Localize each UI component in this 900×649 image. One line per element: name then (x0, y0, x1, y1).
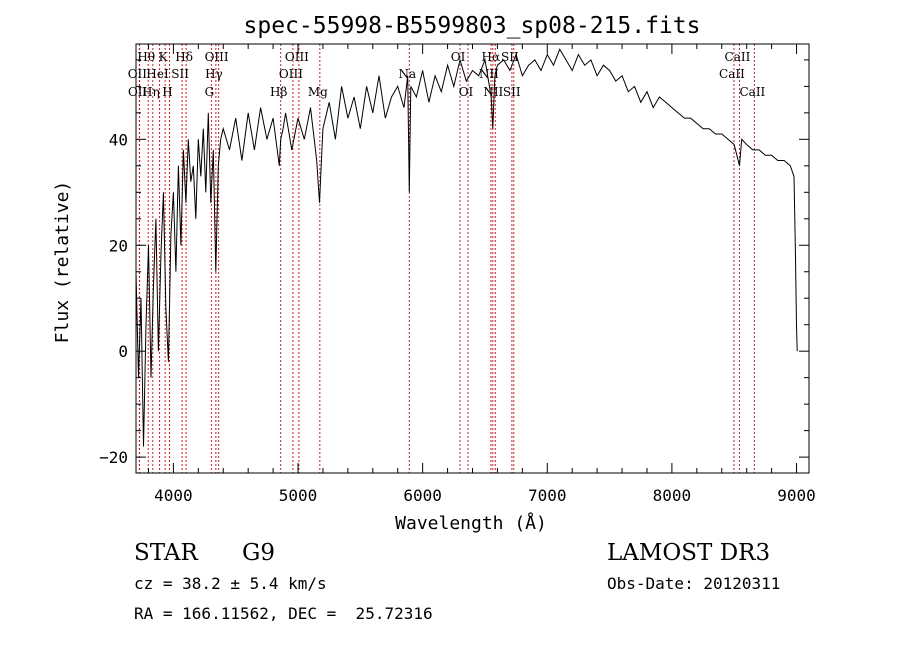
x-tick-label: 7000 (528, 486, 567, 505)
line-label: CaII (739, 85, 765, 99)
observation-date: Obs-Date: 20120311 (607, 574, 781, 593)
coordinates: RA = 166.11562, DEC = 25.72316 (134, 604, 433, 623)
x-tick-label: 5000 (279, 486, 318, 505)
x-tick-label: 9000 (777, 486, 816, 505)
line-label: H (162, 85, 172, 99)
line-label: CaII (719, 67, 745, 81)
object-subclass: G9 (242, 540, 276, 566)
line-label: Mg (308, 85, 328, 99)
line-label: OI (459, 85, 474, 99)
line-label: OIII (279, 67, 303, 81)
line-label: NII (479, 67, 499, 81)
line-label: OII (128, 85, 148, 99)
flux-series-line (135, 48, 798, 447)
line-label: SII (501, 50, 519, 64)
chart-title: spec-55998-B5599803_sp08-215.fits (244, 13, 701, 39)
line-label: OI (451, 50, 466, 64)
y-tick-label: 20 (109, 236, 128, 255)
line-label: SII (503, 85, 521, 99)
line-label: SII (171, 67, 189, 81)
line-label: OIII (285, 50, 309, 64)
line-label: K (159, 50, 169, 64)
line-label: Hδ (175, 50, 193, 64)
y-tick-label: 0 (118, 342, 128, 361)
y-tick-label: −20 (99, 448, 128, 467)
line-label: Hβ (270, 85, 287, 99)
line-label: Na (398, 67, 416, 81)
survey-name: LAMOST DR3 (607, 540, 771, 566)
axes: 4000 5000 6000 7000 8000 9000 −20 0 20 40 (99, 44, 816, 505)
x-axis-label: Wavelength (Å) (395, 512, 547, 534)
line-label: Hγ (205, 67, 223, 81)
line-label: CaII (725, 50, 751, 64)
line-label: OII (128, 67, 148, 81)
line-label: HeI (146, 67, 169, 81)
line-label: Hα (482, 50, 501, 64)
spectral-line-markers (138, 44, 755, 473)
line-label: Hθ (137, 50, 155, 64)
plot-frame (135, 43, 810, 474)
redshift-cz: cz = 38.2 ± 5.4 km/s (134, 574, 327, 593)
y-tick-label: 40 (109, 130, 128, 149)
x-tick-label: 4000 (154, 486, 193, 505)
x-tick-label: 8000 (653, 486, 692, 505)
y-axis-label: Flux (relative) (52, 181, 73, 344)
line-label: Hη (142, 85, 160, 99)
line-label: G (205, 85, 215, 99)
object-class: STAR (134, 540, 198, 566)
x-tick-label: 6000 (403, 486, 442, 505)
line-label: NII (483, 85, 503, 99)
spectral-line-labels: Hθ OII OII K HeI Hη SII H Hδ OIII Hγ G OIII OIII Hβ Mg N… (128, 50, 766, 99)
line-label: OIII (205, 50, 229, 64)
